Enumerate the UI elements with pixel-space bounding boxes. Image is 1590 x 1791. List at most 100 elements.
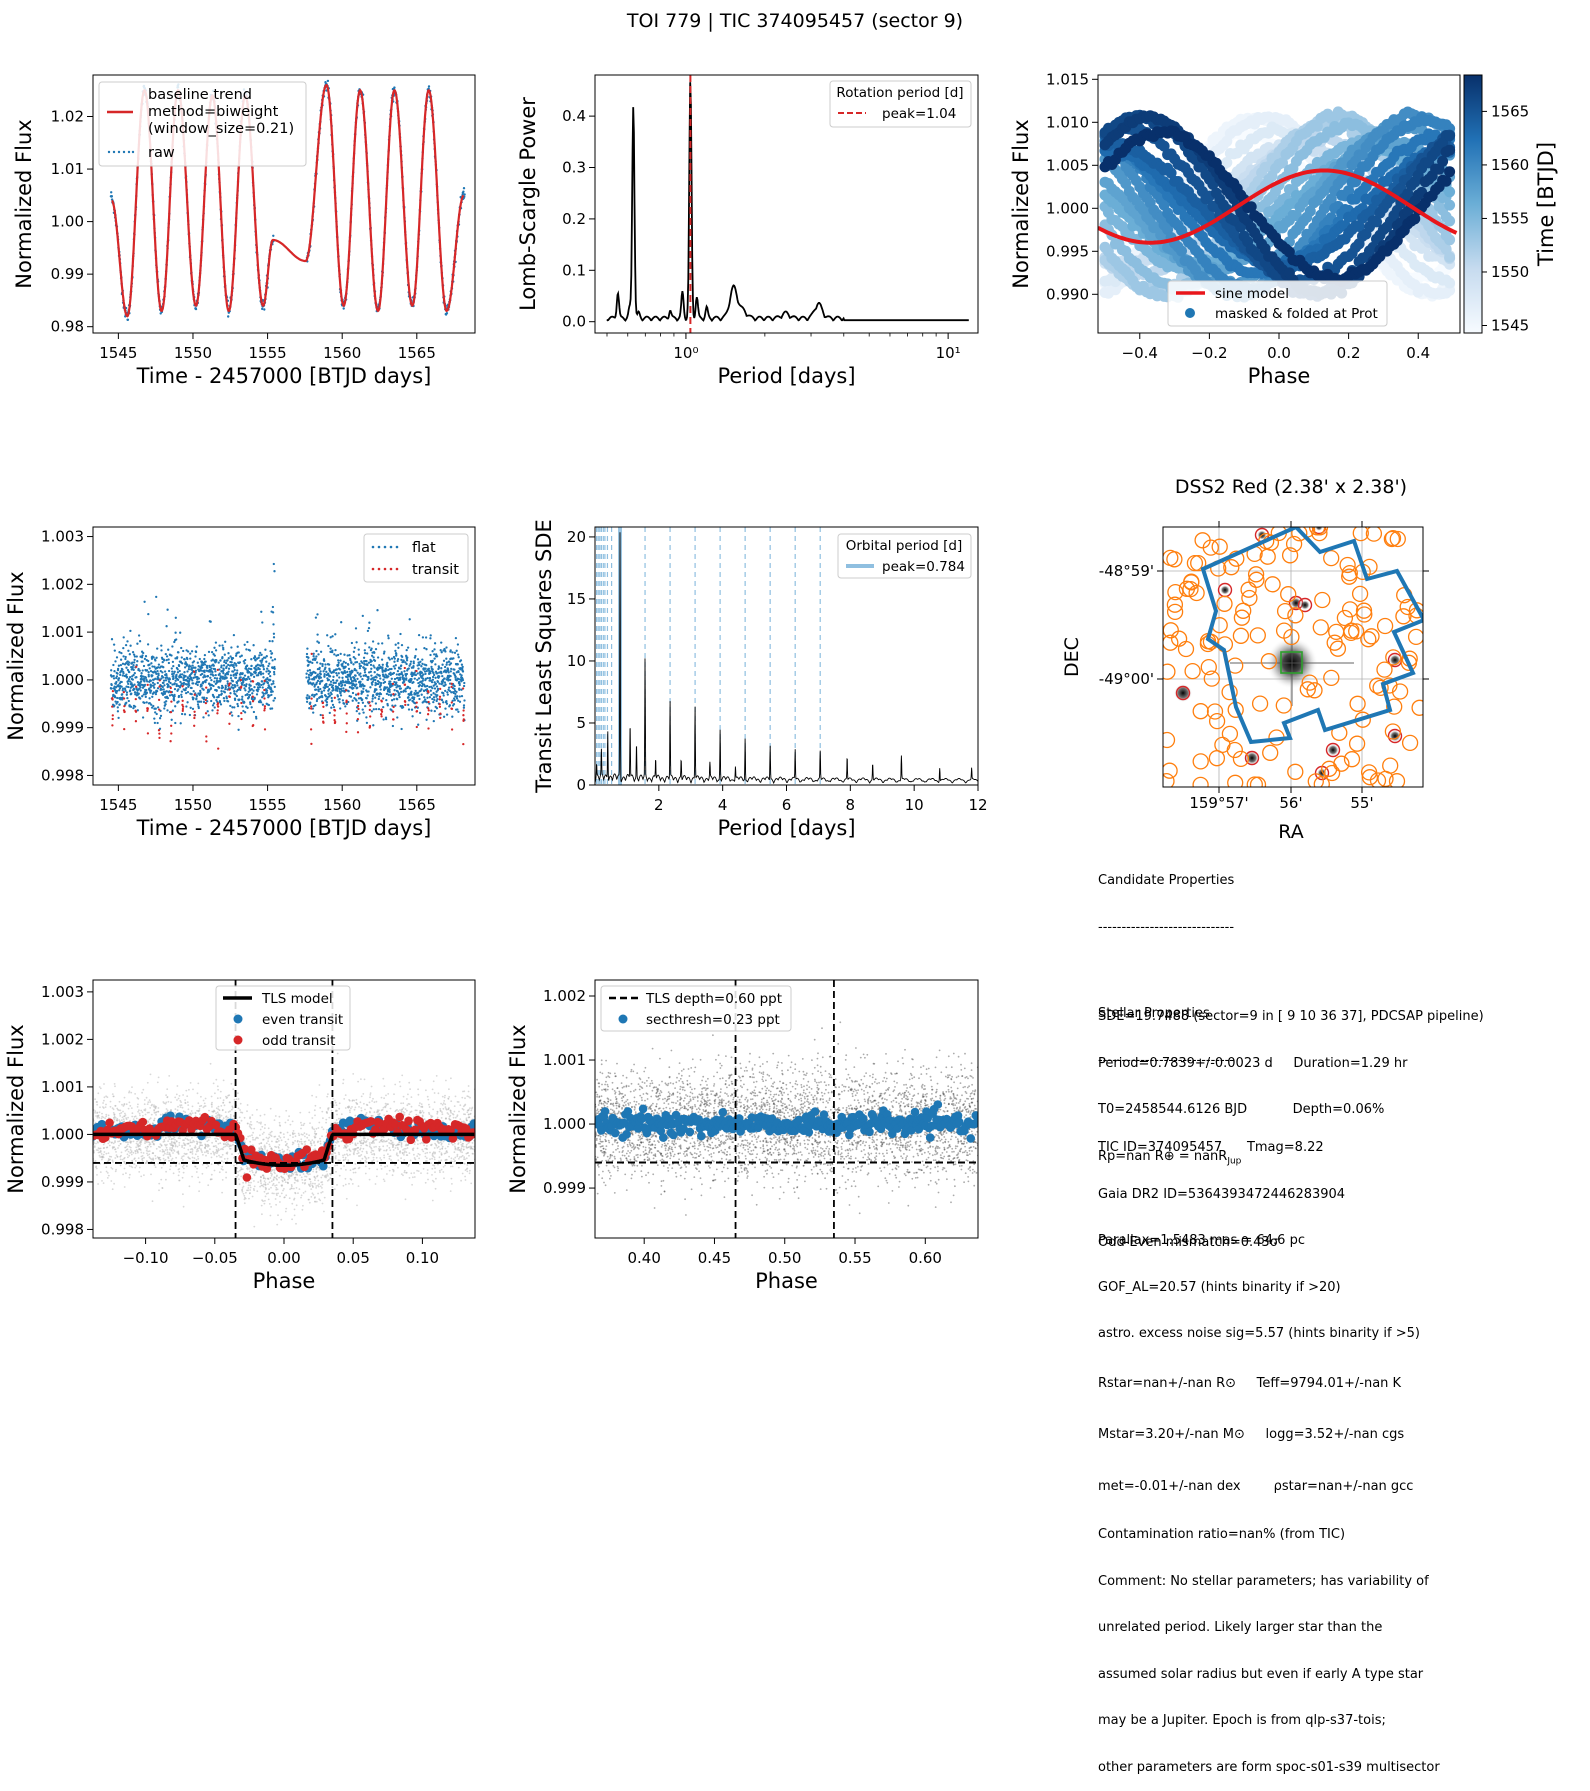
- ytick-label-phasefold_rotation-2: 1.000: [1046, 199, 1089, 217]
- xtick-label-lightcurve-4: 1565: [398, 344, 436, 362]
- plot-area-flattened: [110, 563, 466, 750]
- ytick-label-lombscargle-2: 0.2: [562, 210, 586, 228]
- xtick-label-phasefold_transit-2: 0.00: [267, 1249, 300, 1267]
- legend-flat-swatch: [384, 546, 387, 549]
- colorbar-ticklabel-4: 1565: [1491, 102, 1529, 120]
- xlabel-lightcurve: Time - 2457000 [BTJD days]: [136, 364, 432, 388]
- stellar-line-9: Comment: No stellar parameters; has vari…: [1098, 1574, 1440, 1590]
- ytick-label-lombscargle-3: 0.3: [562, 159, 586, 177]
- legend-orbital-label: peak=0.784: [882, 559, 965, 575]
- ylabel-phasefold_rotation: Normalized Flux: [1009, 119, 1033, 288]
- legend-transit-swatch: [378, 568, 381, 571]
- stellar-rule: -----------------------------: [1098, 1053, 1440, 1069]
- xtick-label-flattened-4: 1565: [398, 796, 436, 814]
- ytick-label-flattened-2: 1.000: [41, 671, 84, 689]
- ytick-label-flattened-5: 1.003: [41, 528, 84, 546]
- colorbar-ticklabel-2: 1555: [1491, 209, 1529, 227]
- ytick-label-lombscargle-4: 0.4: [562, 107, 586, 125]
- candidate-heading: Candidate Properties: [1098, 873, 1484, 889]
- ytick-label-phasefold_rotation-4: 1.010: [1046, 113, 1089, 131]
- xlabel-phasefold_rotation: Phase: [1248, 364, 1311, 388]
- plot-area-phasefold_rotation: [1098, 106, 1457, 302]
- legend-raw-swatch: [128, 151, 130, 153]
- xtick-label-secondary_eclipse-2: 0.50: [768, 1249, 801, 1267]
- stellar-line-11: assumed solar radius but even if early A…: [1098, 1667, 1440, 1683]
- dss-image-panel: DSS2 Red (2.38' x 2.38'): [1061, 476, 1429, 843]
- stellar-line-8: Contamination ratio=nan% (from TIC): [1098, 1527, 1440, 1543]
- xtick-label-lombscargle-0: 10⁰: [673, 344, 698, 362]
- legend-folded-swatch: [1185, 308, 1195, 318]
- legend-odd-swatch: [234, 1036, 243, 1045]
- stellar-line-10: unrelated period. Likely larger star tha…: [1098, 1620, 1440, 1636]
- stellar-line-5: Rstar=nan+/-nan R⊙ Teff=9794.01+/-nan K: [1098, 1376, 1440, 1392]
- xtick-label-phasefold_transit-0: −0.10: [123, 1249, 169, 1267]
- legend-odd-label: odd transit: [262, 1033, 335, 1049]
- stellar-line-12: may be a Jupiter. Epoch is from qlp-s37-…: [1098, 1713, 1440, 1729]
- legend-raw-swatch: [123, 151, 125, 153]
- ytick-label-phasefold_rotation-0: 0.990: [1046, 285, 1089, 303]
- ylabel-lightcurve: Normalized Flux: [12, 119, 36, 288]
- ytick-label-phasefold_transit-2: 1.000: [41, 1125, 84, 1143]
- xtick-label-flattened-0: 1545: [99, 796, 137, 814]
- ytick-label-phasefold_transit-0: 0.998: [41, 1220, 84, 1238]
- xtick-label-phasefold_rotation-3: 0.2: [1337, 344, 1361, 362]
- ytick-label-lombscargle-0: 0.0: [562, 313, 586, 331]
- ytick-label-flattened-3: 1.001: [41, 623, 84, 641]
- ylabel-phasefold_transit: Normalized Flux: [4, 1024, 28, 1193]
- legend-transit-swatch: [384, 568, 387, 571]
- colorbar-ticklabel-1: 1550: [1491, 263, 1529, 281]
- legend-flat-label: flat: [412, 540, 436, 556]
- dss-xtick-1: 56': [1279, 794, 1302, 812]
- xtick-label-lightcurve-2: 1555: [248, 344, 286, 362]
- legend-trend-method: method=biweight: [148, 104, 279, 120]
- ytick-label-lightcurve-2: 1.00: [51, 213, 84, 231]
- legend-raw-swatch: [118, 151, 120, 153]
- xlabel-secondary_eclipse: Phase: [755, 1269, 818, 1293]
- xlabel-flattened: Time - 2457000 [BTJD days]: [136, 816, 432, 840]
- xtick-label-phasefold_rotation-4: 0.4: [1406, 344, 1430, 362]
- flat-points: [110, 563, 466, 731]
- legend-folded-label: masked & folded at Prot: [1215, 306, 1378, 322]
- ytick-label-tls-4: 20: [567, 528, 586, 546]
- legend-raw-label: raw: [148, 145, 175, 161]
- figure-title: TOI 779 | TIC 374095457 (sector 9): [626, 10, 963, 32]
- legend-lightcurve: baseline trendmethod=biweight(window_siz…: [99, 82, 306, 166]
- ytick-label-lightcurve-0: 0.98: [51, 318, 84, 336]
- xtick-label-tls-1: 4: [718, 796, 728, 814]
- ytick-label-phasefold_transit-4: 1.002: [41, 1030, 84, 1048]
- colorbar-ramp: [1464, 75, 1482, 333]
- legend-trend-window: (window_size=0.21): [148, 121, 294, 137]
- xtick-label-lombscargle-1: 10¹: [936, 344, 961, 362]
- xtick-label-secondary_eclipse-4: 0.60: [909, 1249, 942, 1267]
- xlabel-lombscargle: Period [days]: [717, 364, 855, 388]
- xtick-label-tls-0: 2: [654, 796, 664, 814]
- ytick-label-flattened-1: 0.999: [41, 719, 84, 737]
- xtick-label-phasefold_transit-3: 0.05: [336, 1249, 369, 1267]
- xtick-label-lightcurve-0: 1545: [99, 344, 137, 362]
- stellar-heading: Stellar Properties: [1098, 1006, 1440, 1022]
- ytick-label-tls-1: 5: [576, 714, 586, 732]
- ytick-label-phasefold_rotation-1: 0.995: [1046, 242, 1089, 260]
- colorbar-ticklabel-0: 1545: [1491, 317, 1529, 335]
- xtick-label-phasefold_rotation-0: −0.4: [1122, 344, 1158, 362]
- legend-flat-swatch: [390, 546, 393, 549]
- ytick-label-secondary_eclipse-0: 0.999: [543, 1179, 586, 1197]
- dss-xlabel: RA: [1278, 821, 1303, 843]
- legend-raw-swatch: [113, 151, 115, 153]
- xtick-label-phasefold_rotation-2: 0.0: [1267, 344, 1291, 362]
- ytick-label-lightcurve-1: 0.99: [51, 265, 84, 283]
- legend-trend-label: baseline trend: [148, 87, 252, 103]
- legend-transit-swatch: [390, 568, 393, 571]
- xtick-label-phasefold_transit-1: −0.05: [192, 1249, 238, 1267]
- ytick-label-flattened-0: 0.998: [41, 766, 84, 784]
- ytick-label-flattened-4: 1.002: [41, 575, 84, 593]
- stellar-line-1: Gaia DR2 ID=5364393472446283904: [1098, 1187, 1440, 1203]
- legend-flat-swatch: [378, 546, 381, 549]
- xlabel-phasefold_transit: Phase: [253, 1269, 316, 1293]
